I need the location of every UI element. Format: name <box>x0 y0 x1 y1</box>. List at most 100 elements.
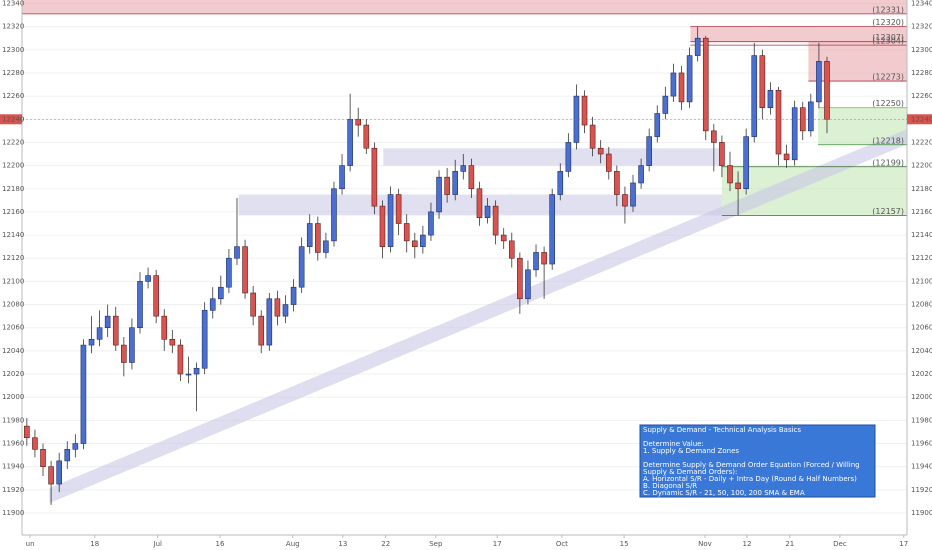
info-line: B. Diagonal S/R <box>643 482 697 490</box>
candle-body <box>347 118 353 166</box>
level-label: (12199) <box>872 158 904 167</box>
candle-body <box>622 194 628 207</box>
y-tick-label: 12100 <box>911 277 932 285</box>
candle-body <box>662 95 669 114</box>
y-tick-label: 12080 <box>2 301 24 309</box>
y-tick-label: 12260 <box>911 92 932 100</box>
candle-body <box>88 338 95 346</box>
y-tick-label: 11980 <box>911 416 932 424</box>
candle-body <box>40 449 46 467</box>
candle-body <box>783 153 790 161</box>
y-tick-label: 12320 <box>911 23 932 31</box>
candle-body <box>508 240 515 259</box>
info-line: Determine Supply & Demand Order Equation… <box>643 461 860 469</box>
x-tick-label: 17 <box>493 540 502 548</box>
y-tick-label: 12280 <box>2 69 24 77</box>
level-label: (12320) <box>872 18 904 27</box>
y-tick-label: 12340 <box>911 0 932 7</box>
candle-body <box>218 286 224 300</box>
candle-body <box>808 101 814 132</box>
y-tick-label: 12260 <box>2 92 24 100</box>
candle-body <box>258 315 265 346</box>
candle-body <box>226 257 232 288</box>
y-tick-label: 11980 <box>2 416 24 424</box>
candle-body <box>339 165 345 190</box>
candle-body <box>355 118 362 126</box>
candle-body <box>411 240 418 247</box>
candle-body <box>751 55 758 137</box>
x-tick-label: 12 <box>743 540 752 548</box>
candle-body <box>565 142 572 172</box>
info-line: Supply & Demand Orders): <box>643 468 737 476</box>
candle-body <box>460 165 467 172</box>
candle-body <box>371 147 378 207</box>
candle-body <box>816 61 822 103</box>
y-tick-label: 12300 <box>2 46 24 54</box>
y-tick-label: 12160 <box>2 208 24 216</box>
y-tick-label: 11960 <box>911 440 932 448</box>
candle-body <box>323 240 329 253</box>
zone <box>383 148 722 166</box>
candle-body <box>638 165 644 184</box>
x-tick-label: 22 <box>381 540 390 548</box>
info-line: 1. Supply & Demand Zones <box>643 447 739 455</box>
candle-body <box>436 176 442 213</box>
candle-body <box>315 223 321 253</box>
y-tick-label: 12160 <box>911 208 932 216</box>
candle-body <box>193 367 200 375</box>
y-tick-label: 12220 <box>2 138 24 146</box>
y-tick-label: 12120 <box>911 254 932 262</box>
candle-body <box>654 113 661 137</box>
candle-body <box>630 182 636 207</box>
x-tick-label: 13 <box>338 540 347 548</box>
candle-body <box>387 194 394 247</box>
level-label: (12307) <box>872 33 904 42</box>
zone <box>22 0 907 14</box>
x-tick-label: Nov <box>698 540 712 548</box>
y-tick-label: 12180 <box>911 185 932 193</box>
level-label: (12250) <box>872 99 904 108</box>
y-tick-label: 12060 <box>2 324 24 332</box>
candle-body <box>533 252 539 271</box>
candle-body <box>185 373 192 376</box>
candle-body <box>549 194 555 265</box>
x-tick-label: 18 <box>90 540 99 548</box>
y-tick-label: 11940 <box>911 463 932 471</box>
x-tick-label: 17 <box>899 540 908 548</box>
candle-body <box>234 246 240 259</box>
grid <box>22 2 907 538</box>
y-tick-label: 11960 <box>2 440 24 448</box>
y-tick-label: 12340 <box>2 0 24 7</box>
candle-body <box>306 223 313 247</box>
info-line: C. Dynamic S/R - 21, 50, 100, 200 SMA & … <box>643 489 805 497</box>
level-label: (12218) <box>872 136 904 145</box>
candle-body <box>161 315 168 340</box>
candle-body <box>525 269 531 300</box>
info-title: Supply & Demand - Technical Analysis Bas… <box>643 426 801 434</box>
y-tick-label: 12140 <box>911 231 932 239</box>
y-tick-label: 12020 <box>911 370 932 378</box>
candle-body <box>274 298 281 317</box>
candle-body <box>670 72 677 97</box>
candle-body <box>363 124 370 149</box>
x-tick-label: Jul <box>153 540 163 548</box>
candle-body <box>678 72 685 103</box>
candle-body <box>80 344 87 444</box>
x-tick-label: Sep <box>429 540 443 548</box>
candle-body <box>56 460 62 485</box>
y-tick-label: 11900 <box>2 509 24 517</box>
candle-body <box>517 257 523 300</box>
candle-body <box>177 344 184 375</box>
x-tick-label: Aug <box>286 540 300 548</box>
candle-body <box>298 246 305 288</box>
candle-body <box>282 304 289 317</box>
axes <box>21 0 908 536</box>
candle-body <box>153 275 159 317</box>
last-price-box <box>907 114 932 125</box>
candle-body <box>444 176 450 195</box>
level-label: (12273) <box>872 73 904 82</box>
candle-body <box>104 315 111 329</box>
y-tick-label: 12220 <box>911 138 932 146</box>
